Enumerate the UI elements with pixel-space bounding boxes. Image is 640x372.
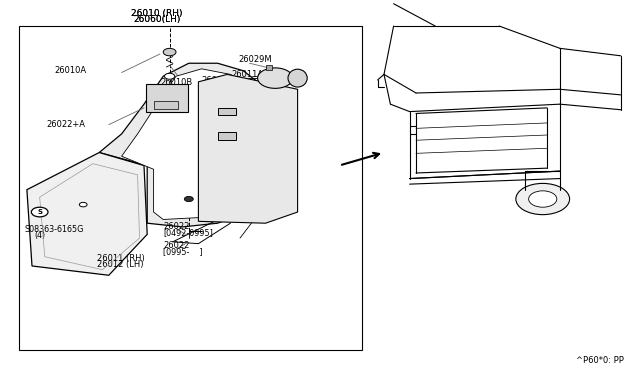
Text: (4): (4) bbox=[35, 231, 45, 240]
Text: 26016A: 26016A bbox=[239, 118, 271, 127]
Polygon shape bbox=[122, 69, 285, 219]
Text: 26012 (LH): 26012 (LH) bbox=[97, 260, 144, 269]
Circle shape bbox=[184, 196, 193, 202]
Text: 26010BA: 26010BA bbox=[234, 194, 271, 203]
Text: 26011 (RH): 26011 (RH) bbox=[97, 254, 145, 263]
Text: 26010 (RH): 26010 (RH) bbox=[131, 9, 182, 17]
Polygon shape bbox=[27, 153, 147, 275]
Text: 26016A: 26016A bbox=[239, 146, 271, 155]
FancyBboxPatch shape bbox=[218, 108, 236, 115]
Text: S: S bbox=[37, 209, 42, 215]
Circle shape bbox=[516, 183, 570, 215]
Text: 26060(LH): 26060(LH) bbox=[133, 15, 180, 24]
Circle shape bbox=[164, 73, 175, 79]
Text: [0492-0995]: [0492-0995] bbox=[239, 153, 289, 162]
Text: 26010B: 26010B bbox=[160, 78, 192, 87]
Text: 26011A: 26011A bbox=[232, 70, 264, 79]
Text: 26010A: 26010A bbox=[54, 66, 86, 75]
Text: 26010 (RH): 26010 (RH) bbox=[131, 9, 182, 17]
Text: 26022: 26022 bbox=[163, 241, 189, 250]
Bar bbox=[266, 65, 272, 70]
Bar bbox=[146, 84, 188, 112]
Text: [0492-0995]: [0492-0995] bbox=[163, 228, 213, 237]
FancyBboxPatch shape bbox=[218, 132, 236, 140]
Text: S08363-6165G: S08363-6165G bbox=[24, 225, 84, 234]
Circle shape bbox=[529, 191, 557, 207]
Text: 26060(LH): 26060(LH) bbox=[133, 15, 180, 24]
Polygon shape bbox=[198, 74, 298, 223]
Text: [0995-    ]: [0995- ] bbox=[163, 247, 203, 256]
Text: 26040(RH): 26040(RH) bbox=[239, 162, 284, 171]
Circle shape bbox=[79, 202, 87, 207]
Bar bbox=[19, 26, 362, 350]
Text: 26022+A: 26022+A bbox=[46, 120, 85, 129]
Circle shape bbox=[31, 207, 48, 217]
Text: 26016A: 26016A bbox=[202, 76, 234, 85]
Ellipse shape bbox=[257, 68, 293, 89]
Text: 26022+B: 26022+B bbox=[230, 178, 269, 187]
Text: ^P60*0: PP: ^P60*0: PP bbox=[576, 356, 624, 365]
Text: [0995-    ]: [0995- ] bbox=[234, 200, 273, 209]
Text: 26090(LH): 26090(LH) bbox=[239, 169, 283, 178]
Ellipse shape bbox=[288, 69, 307, 87]
Text: 26029M: 26029M bbox=[239, 55, 273, 64]
Text: 26022: 26022 bbox=[163, 222, 189, 231]
Circle shape bbox=[163, 48, 176, 56]
Polygon shape bbox=[99, 63, 294, 227]
Bar bbox=[154, 101, 178, 109]
